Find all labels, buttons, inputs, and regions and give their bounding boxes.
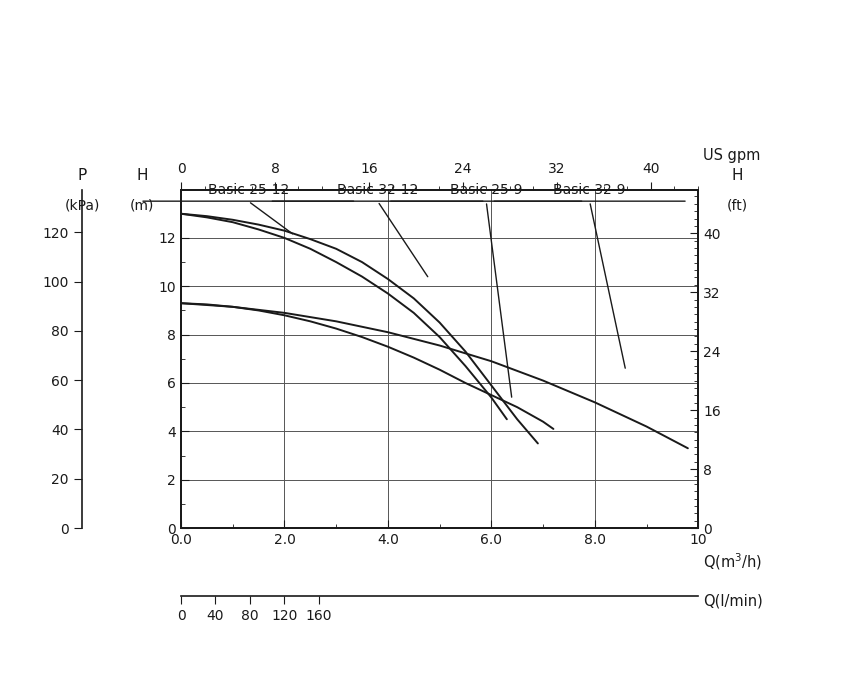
Text: Basic 32-12: Basic 32-12: [337, 183, 418, 197]
Text: (ft): (ft): [726, 198, 746, 212]
Text: Basic 25-12: Basic 25-12: [208, 183, 288, 197]
Text: P: P: [77, 168, 87, 183]
Text: H: H: [136, 168, 148, 183]
Text: (m): (m): [130, 198, 154, 212]
Text: Basic 32-9: Basic 32-9: [553, 183, 625, 197]
Text: (kPa): (kPa): [65, 198, 100, 212]
Text: US gpm: US gpm: [703, 148, 760, 163]
Text: Q(m$^3$/h): Q(m$^3$/h): [703, 552, 762, 573]
Text: H: H: [730, 168, 742, 183]
Text: Basic 25-9: Basic 25-9: [449, 183, 522, 197]
Text: Q(l/min): Q(l/min): [703, 594, 762, 609]
